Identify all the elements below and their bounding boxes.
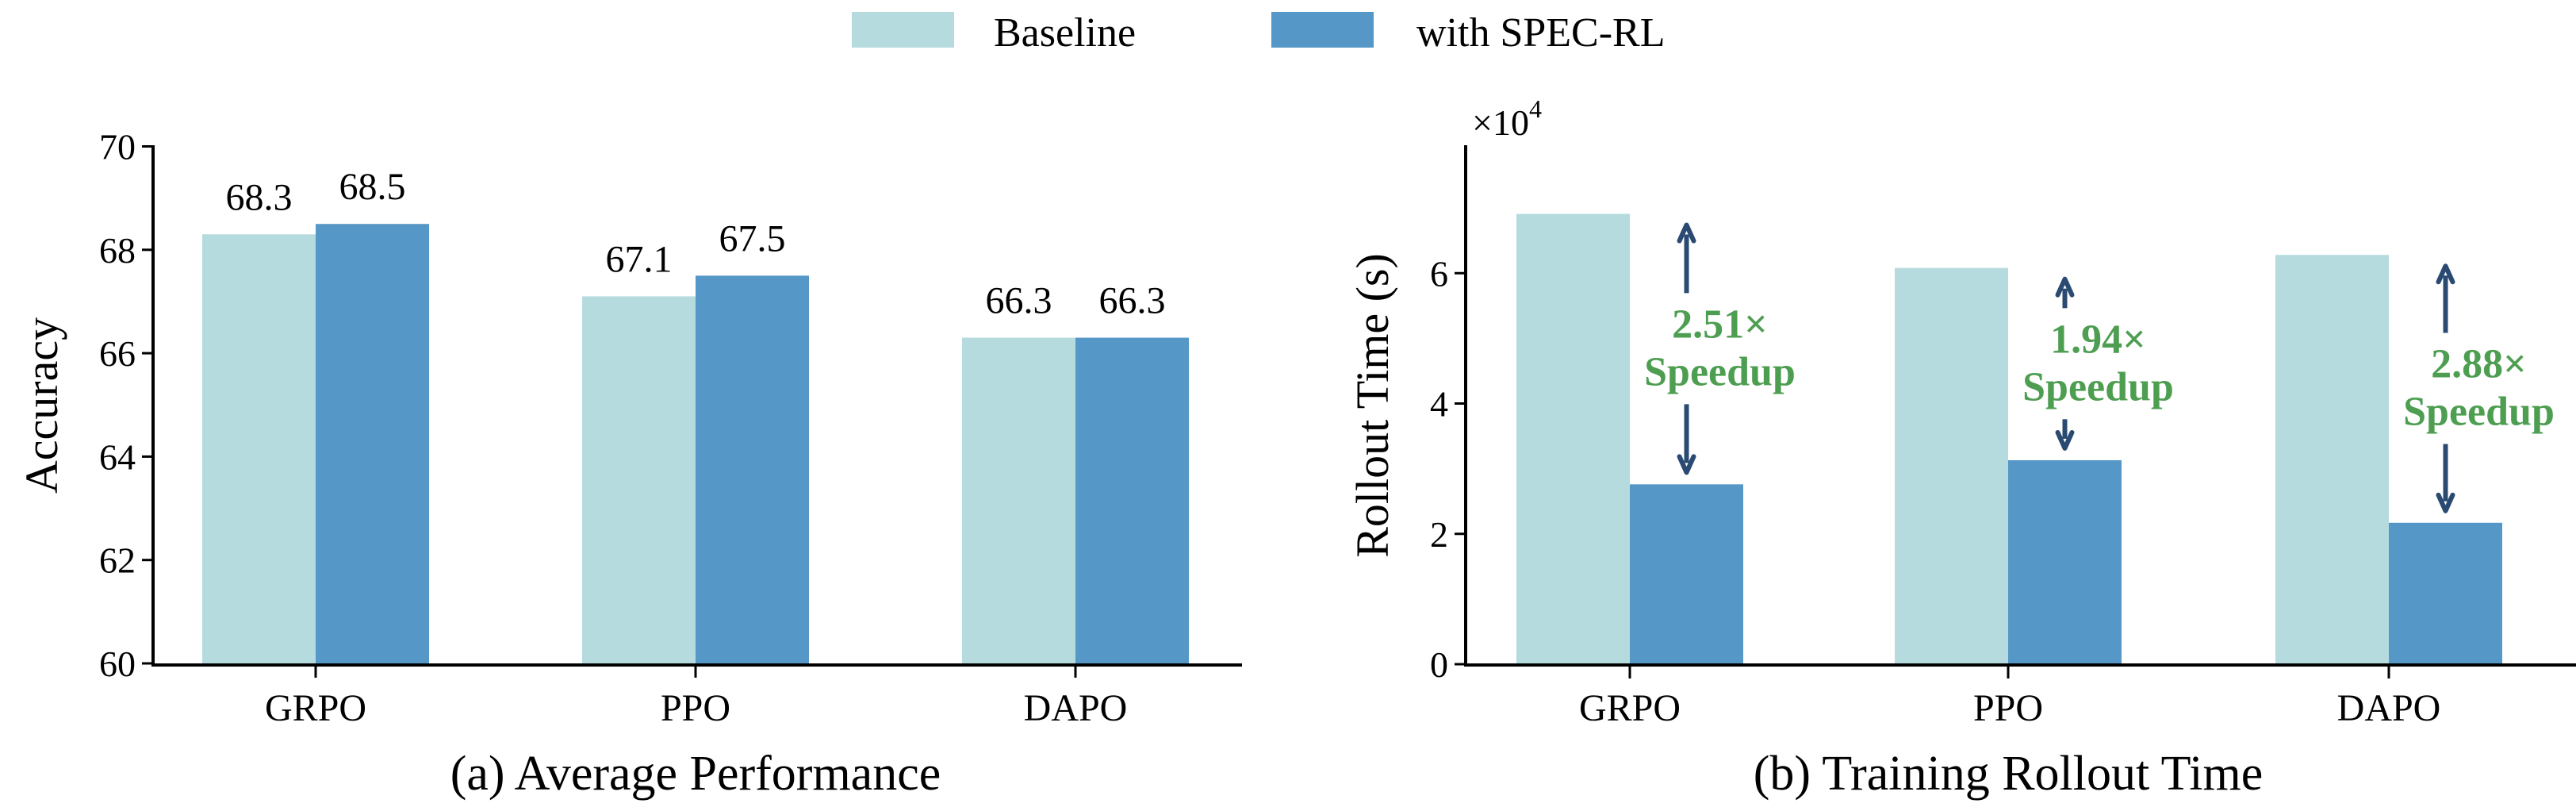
arrow-up-icon: [1677, 222, 1696, 294]
speedup-value: 1.94×: [2050, 317, 2146, 362]
speedup-annotation-ppo: 1.94×Speedup: [2022, 276, 2174, 451]
arrow-down-icon: [2055, 419, 2075, 451]
bar-spec-rl-grpo: [1630, 484, 1743, 666]
y-ticks: 60 62 64 66 68 70: [99, 127, 153, 684]
bar-spec-rl-dapo: [1075, 337, 1189, 665]
value-label: 68.3: [226, 176, 293, 218]
x-tick-label: GRPO: [265, 687, 366, 729]
speedup-annotation-grpo: 2.51×Speedup: [1644, 222, 1796, 475]
speedup-value: 2.88×: [2431, 342, 2527, 387]
y-tick-label: 60: [99, 644, 136, 684]
y-axis-title: Rollout Time (s): [1347, 253, 1398, 558]
arrow-down-icon: [1677, 404, 1696, 475]
bar-spec-rl-dapo: [2389, 522, 2502, 666]
bar-baseline-ppo: [582, 296, 696, 665]
x-tick-label: PPO: [1973, 687, 2043, 729]
panel-title: (b) Training Rollout Time: [1754, 747, 2264, 801]
bar-baseline-dapo: [2275, 255, 2389, 666]
x-tick-label: DAPO: [1024, 687, 1128, 729]
speedup-value: 2.51×: [1672, 302, 1768, 347]
y-tick-label: 66: [99, 333, 136, 374]
value-labels: 68.3 67.1 66.3 68.5 67.5 66.3: [226, 166, 1166, 321]
y-scale-exponent: 4: [1529, 94, 1542, 123]
value-label: 67.1: [606, 238, 673, 280]
y-ticks: 0 2 4 6: [1430, 253, 1466, 685]
y-tick-label: 64: [99, 436, 136, 477]
bars: [1516, 213, 2502, 666]
y-axis-title: Accuracy: [16, 317, 67, 494]
x-tick-label: GRPO: [1579, 687, 1681, 729]
legend-label-baseline: Baseline: [994, 10, 1136, 56]
arrow-down-icon: [2436, 444, 2455, 513]
chart-average-performance: 68.3 67.1 66.3 68.5 67.5 66.3 60 62 64 66 68 70 GR…: [16, 127, 1242, 801]
x-ticks: GRPO PPO DAPO: [265, 665, 1127, 729]
value-label: 67.5: [719, 217, 786, 259]
y-tick-label: 4: [1430, 384, 1448, 425]
bars: [202, 224, 1189, 666]
speedup-text: Speedup: [2022, 364, 2174, 409]
legend: Baseline with SPEC-RL: [852, 10, 1666, 56]
value-label: 66.3: [986, 280, 1052, 322]
y-tick-label: 62: [99, 540, 136, 581]
legend-label-spec: with SPEC-RL: [1416, 10, 1666, 56]
x-tick-label: PPO: [661, 687, 730, 729]
value-label: 68.5: [339, 166, 406, 208]
y-tick-label: 70: [99, 127, 136, 167]
speedup-text: Speedup: [1644, 349, 1796, 394]
bar-baseline-dapo: [962, 337, 1075, 665]
bar-baseline-grpo: [202, 234, 316, 665]
speedup-annotation-dapo: 2.88×Speedup: [2403, 263, 2555, 513]
legend-swatch-spec: [1271, 12, 1374, 48]
y-scale-base: ×10: [1472, 102, 1529, 143]
bar-baseline-ppo: [1895, 267, 2008, 666]
y-tick-label: 68: [99, 230, 136, 271]
bar-baseline-grpo: [1516, 213, 1630, 666]
y-scale-multiplier: ×104: [1472, 94, 1542, 143]
legend-swatch-baseline: [852, 12, 954, 48]
arrow-up-icon: [2055, 276, 2075, 309]
y-tick-label: 0: [1430, 644, 1448, 685]
bar-spec-rl-grpo: [316, 224, 429, 666]
bar-spec-rl-ppo: [696, 275, 809, 665]
panel-title: (a) Average Performance: [450, 747, 941, 801]
y-tick-label: 6: [1430, 253, 1448, 294]
value-label: 66.3: [1099, 280, 1166, 322]
y-tick-label: 2: [1430, 514, 1448, 555]
bar-spec-rl-ppo: [2008, 459, 2122, 666]
speedup-text: Speedup: [2403, 390, 2555, 435]
arrow-up-icon: [2436, 263, 2455, 333]
x-tick-label: DAPO: [2337, 687, 2441, 729]
x-ticks: GRPO PPO DAPO: [1579, 666, 2440, 729]
